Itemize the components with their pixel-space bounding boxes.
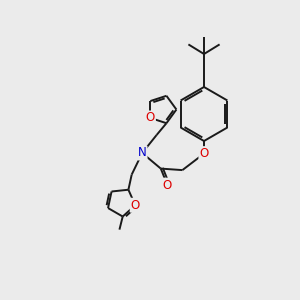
Text: O: O: [146, 112, 155, 124]
Text: O: O: [200, 147, 208, 160]
Text: O: O: [131, 199, 140, 212]
Text: N: N: [138, 146, 147, 160]
Text: O: O: [163, 178, 172, 192]
